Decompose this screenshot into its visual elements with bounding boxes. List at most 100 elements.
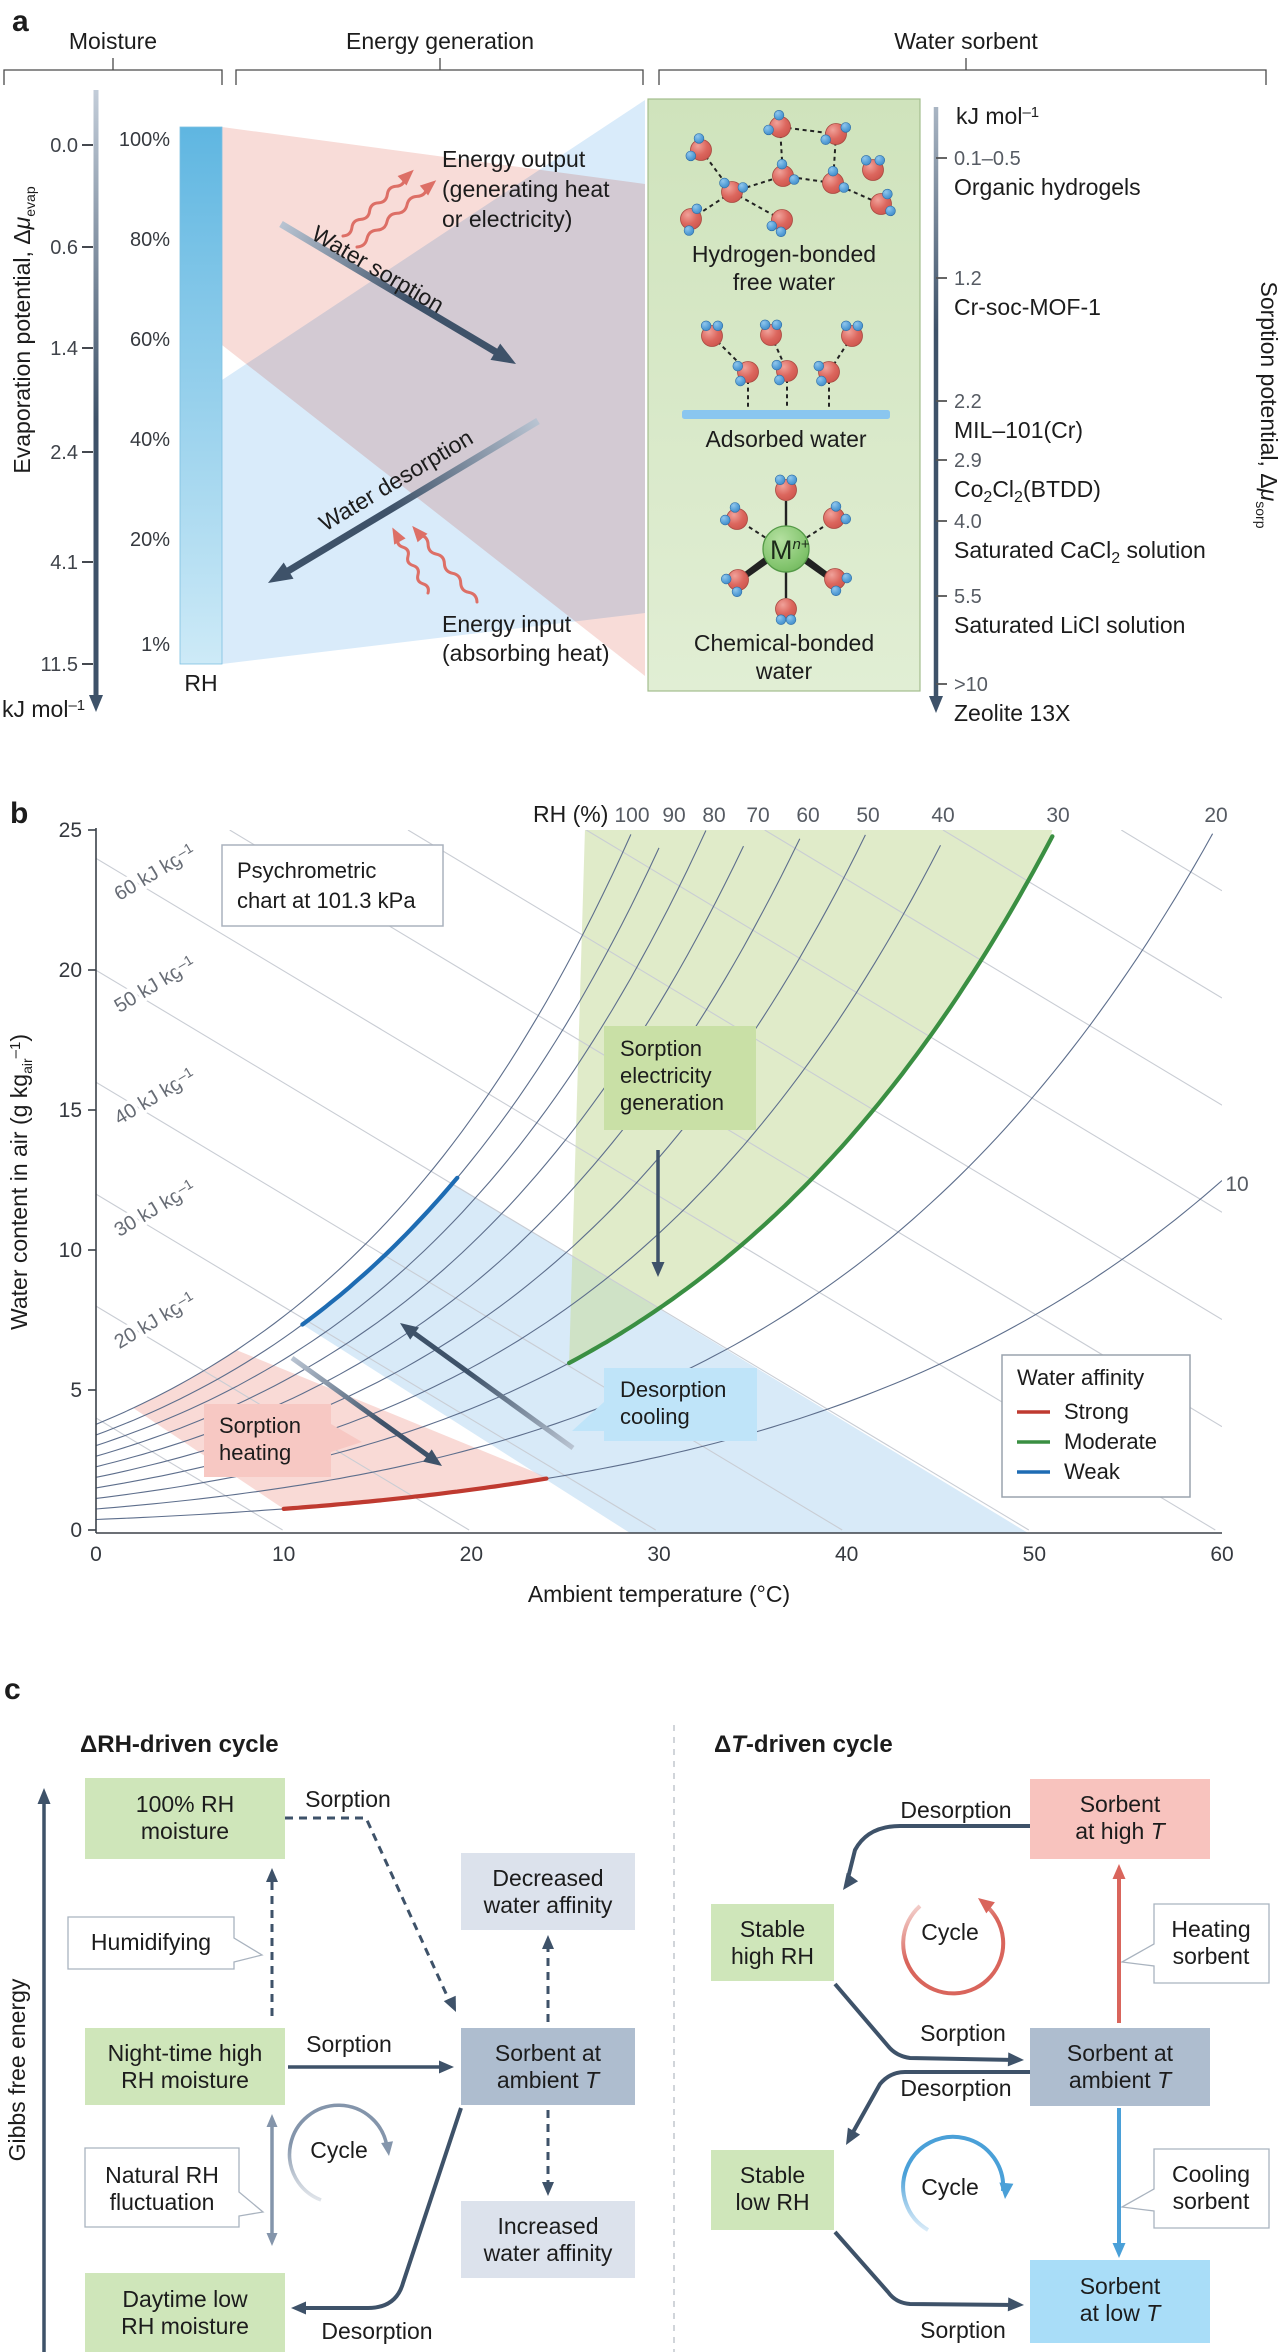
svg-text:50: 50 [1023,1543,1046,1566]
svg-text:Energy generation: Energy generation [346,28,534,54]
svg-text:Strong: Strong [1064,1399,1129,1424]
svg-text:Sorbent at: Sorbent at [1067,2040,1174,2066]
svg-text:90: 90 [662,804,685,827]
svg-text:100% RH: 100% RH [136,1791,234,1817]
svg-text:b: b [10,797,28,830]
svg-text:a: a [12,5,29,38]
svg-text:40%: 40% [130,429,170,451]
svg-text:cooling: cooling [620,1404,690,1429]
svg-text:25: 25 [59,819,82,842]
svg-text:electricity: electricity [620,1063,712,1088]
svg-text:Night-time high: Night-time high [108,2040,263,2066]
svg-text:Evaporation potential, Δμevap: Evaporation potential, Δμevap [9,186,38,473]
svg-text:at high T: at high T [1075,1818,1166,1844]
svg-text:(generating heat: (generating heat [442,176,610,202]
svg-text:5: 5 [70,1379,82,1402]
svg-text:Cycle: Cycle [921,1919,979,1945]
svg-text:Sorbent: Sorbent [1080,2273,1161,2299]
svg-text:c: c [4,1673,21,1706]
svg-text:Chemical-bonded: Chemical-bonded [694,630,874,656]
svg-text:Saturated CaCl2 solution: Saturated CaCl2 solution [954,537,1206,567]
svg-text:2.9: 2.9 [954,450,982,472]
svg-text:Desorption: Desorption [321,2318,432,2344]
svg-text:Ambient temperature (°C): Ambient temperature (°C) [528,1581,790,1607]
svg-text:60: 60 [1210,1543,1233,1566]
svg-text:Decreased: Decreased [492,1865,603,1891]
svg-text:Hydrogen-bonded: Hydrogen-bonded [692,241,876,267]
svg-text:RH: RH [184,670,217,696]
svg-text:>10: >10 [954,674,988,696]
svg-text:moisture: moisture [141,1818,229,1844]
svg-text:free water: free water [733,269,836,295]
svg-text:Gibbs free energy: Gibbs free energy [4,1978,30,2161]
svg-text:ΔT-driven cycle: ΔT-driven cycle [714,1731,893,1758]
svg-text:10: 10 [59,1239,82,1262]
svg-text:10: 10 [1225,1173,1248,1196]
svg-text:4.1: 4.1 [50,552,78,574]
svg-text:20: 20 [460,1543,483,1566]
svg-text:11.5: 11.5 [41,654,78,676]
svg-text:Sorbent: Sorbent [1080,1791,1161,1817]
svg-text:70: 70 [746,804,769,827]
svg-text:at low T: at low T [1080,2300,1162,2326]
svg-text:0: 0 [70,1519,82,1542]
svg-text:Humidifying: Humidifying [91,1929,211,1955]
svg-text:Cooling: Cooling [1172,2161,1250,2187]
svg-text:Moisture: Moisture [69,28,157,54]
svg-text:40: 40 [931,804,954,827]
svg-text:Heating: Heating [1171,1916,1250,1942]
svg-text:Psychrometric: Psychrometric [237,858,376,883]
svg-text:Sorption potential, Δμsorp: Sorption potential, Δμsorp [1253,281,1280,528]
svg-text:Zeolite 13X: Zeolite 13X [954,700,1070,726]
svg-text:Sorbent at: Sorbent at [495,2040,602,2066]
svg-text:20: 20 [1204,804,1227,827]
svg-text:ambient T: ambient T [497,2067,601,2093]
svg-text:Stable: Stable [740,2162,805,2188]
svg-text:60%: 60% [130,329,170,351]
svg-text:water: water [755,658,813,684]
svg-text:Sorption: Sorption [920,2020,1006,2046]
svg-text:40: 40 [835,1543,858,1566]
svg-text:RH moisture: RH moisture [121,2313,249,2339]
svg-text:Sorption: Sorption [306,2031,392,2057]
svg-text:low RH: low RH [735,2189,809,2215]
svg-text:Organic hydrogels: Organic hydrogels [954,174,1141,200]
svg-text:5.5: 5.5 [954,586,982,608]
svg-text:Desorption: Desorption [900,1797,1011,1823]
svg-text:10: 10 [272,1543,295,1566]
svg-text:4.0: 4.0 [954,511,982,533]
svg-text:Cycle: Cycle [310,2137,368,2163]
svg-text:or electricity): or electricity) [442,206,572,232]
svg-text:30: 30 [1046,804,1069,827]
svg-text:Cr-soc-MOF-1: Cr-soc-MOF-1 [954,294,1101,320]
svg-text:chart at 101.3 kPa: chart at 101.3 kPa [237,888,416,913]
svg-text:sorbent: sorbent [1173,2188,1250,2214]
svg-text:water affinity: water affinity [483,2240,613,2266]
svg-text:Weak: Weak [1064,1459,1121,1484]
svg-text:Desorption: Desorption [620,1377,726,1402]
svg-text:Natural RH: Natural RH [105,2162,219,2188]
svg-text:100: 100 [614,804,649,827]
svg-text:Adsorbed water: Adsorbed water [705,426,866,452]
svg-text:1%: 1% [141,634,170,656]
svg-text:50: 50 [856,804,879,827]
svg-text:2.2: 2.2 [954,391,982,413]
svg-text:heating: heating [219,1440,291,1465]
svg-text:15: 15 [59,1099,82,1122]
svg-text:Saturated LiCl solution: Saturated LiCl solution [954,612,1185,638]
svg-text:fluctuation: fluctuation [110,2189,215,2215]
svg-text:1.4: 1.4 [50,338,78,360]
svg-text:60: 60 [796,804,819,827]
svg-text:0.0: 0.0 [50,135,78,157]
svg-text:Water sorbent: Water sorbent [894,28,1038,54]
svg-text:20%: 20% [130,529,170,551]
svg-text:80%: 80% [130,229,170,251]
svg-text:MIL–101(Cr): MIL–101(Cr) [954,417,1083,443]
svg-text:0: 0 [90,1543,102,1566]
svg-text:Sorption: Sorption [620,1036,702,1061]
svg-text:Energy output: Energy output [442,146,586,172]
svg-text:(absorbing heat): (absorbing heat) [442,640,610,666]
svg-text:80: 80 [702,804,725,827]
svg-text:RH moisture: RH moisture [121,2067,249,2093]
svg-text:0.6: 0.6 [50,237,78,259]
